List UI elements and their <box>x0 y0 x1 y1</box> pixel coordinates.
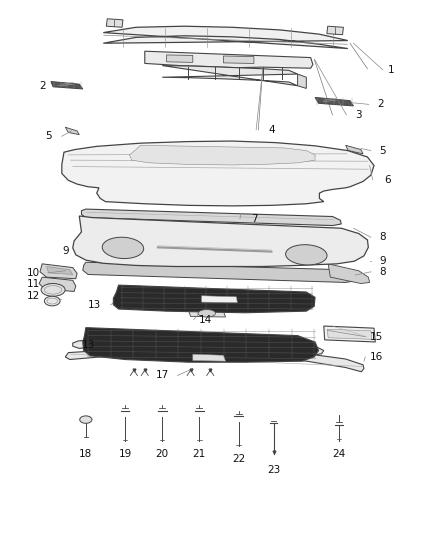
Text: 10: 10 <box>27 268 40 278</box>
Polygon shape <box>103 26 348 49</box>
Polygon shape <box>62 141 374 206</box>
Polygon shape <box>51 82 83 89</box>
Polygon shape <box>166 55 193 62</box>
Ellipse shape <box>286 245 327 265</box>
Polygon shape <box>297 74 306 88</box>
Polygon shape <box>327 329 372 340</box>
Text: 18: 18 <box>79 449 92 458</box>
Polygon shape <box>83 328 318 362</box>
Text: 14: 14 <box>199 314 212 325</box>
Text: 7: 7 <box>251 214 257 224</box>
Polygon shape <box>88 225 350 244</box>
Ellipse shape <box>41 284 65 296</box>
Text: 23: 23 <box>267 465 280 474</box>
Text: 4: 4 <box>268 125 275 135</box>
Text: 15: 15 <box>370 332 383 342</box>
Polygon shape <box>83 262 355 282</box>
Polygon shape <box>324 326 375 342</box>
Polygon shape <box>46 266 73 274</box>
Ellipse shape <box>44 296 60 306</box>
Text: 24: 24 <box>332 449 346 458</box>
Polygon shape <box>73 340 324 356</box>
Polygon shape <box>327 26 343 35</box>
Polygon shape <box>223 56 254 63</box>
Text: 17: 17 <box>155 370 169 381</box>
Polygon shape <box>40 264 77 279</box>
Text: 9: 9 <box>63 246 70 255</box>
Text: 21: 21 <box>193 449 206 458</box>
Polygon shape <box>346 146 363 154</box>
Polygon shape <box>106 19 123 27</box>
Polygon shape <box>145 51 313 68</box>
Polygon shape <box>315 98 353 106</box>
Polygon shape <box>130 146 315 165</box>
Text: 9: 9 <box>379 256 386 266</box>
Text: 20: 20 <box>155 449 169 458</box>
Ellipse shape <box>102 237 144 259</box>
Text: 11: 11 <box>27 279 40 288</box>
Text: 5: 5 <box>379 146 386 156</box>
Text: 5: 5 <box>46 131 52 141</box>
Polygon shape <box>73 216 368 266</box>
Text: 2: 2 <box>39 81 46 91</box>
Polygon shape <box>188 310 226 317</box>
Polygon shape <box>65 350 364 372</box>
Text: 16: 16 <box>370 352 383 362</box>
Text: 6: 6 <box>384 175 390 185</box>
Text: 22: 22 <box>232 454 245 464</box>
Polygon shape <box>201 296 237 303</box>
Polygon shape <box>328 264 370 284</box>
Polygon shape <box>87 244 103 249</box>
Polygon shape <box>193 354 226 361</box>
Text: 2: 2 <box>377 99 384 109</box>
Ellipse shape <box>80 416 92 423</box>
Text: 12: 12 <box>27 290 40 301</box>
Text: 13: 13 <box>88 300 101 310</box>
Polygon shape <box>81 209 341 225</box>
Text: 1: 1 <box>388 65 395 75</box>
Text: 3: 3 <box>355 110 362 120</box>
Polygon shape <box>113 285 315 313</box>
Polygon shape <box>39 277 76 292</box>
Text: 19: 19 <box>119 449 132 458</box>
Text: 8: 8 <box>379 232 386 243</box>
Polygon shape <box>162 66 297 86</box>
Text: 13: 13 <box>81 340 95 350</box>
Ellipse shape <box>198 310 215 317</box>
Polygon shape <box>65 127 79 135</box>
Text: 8: 8 <box>379 267 386 277</box>
